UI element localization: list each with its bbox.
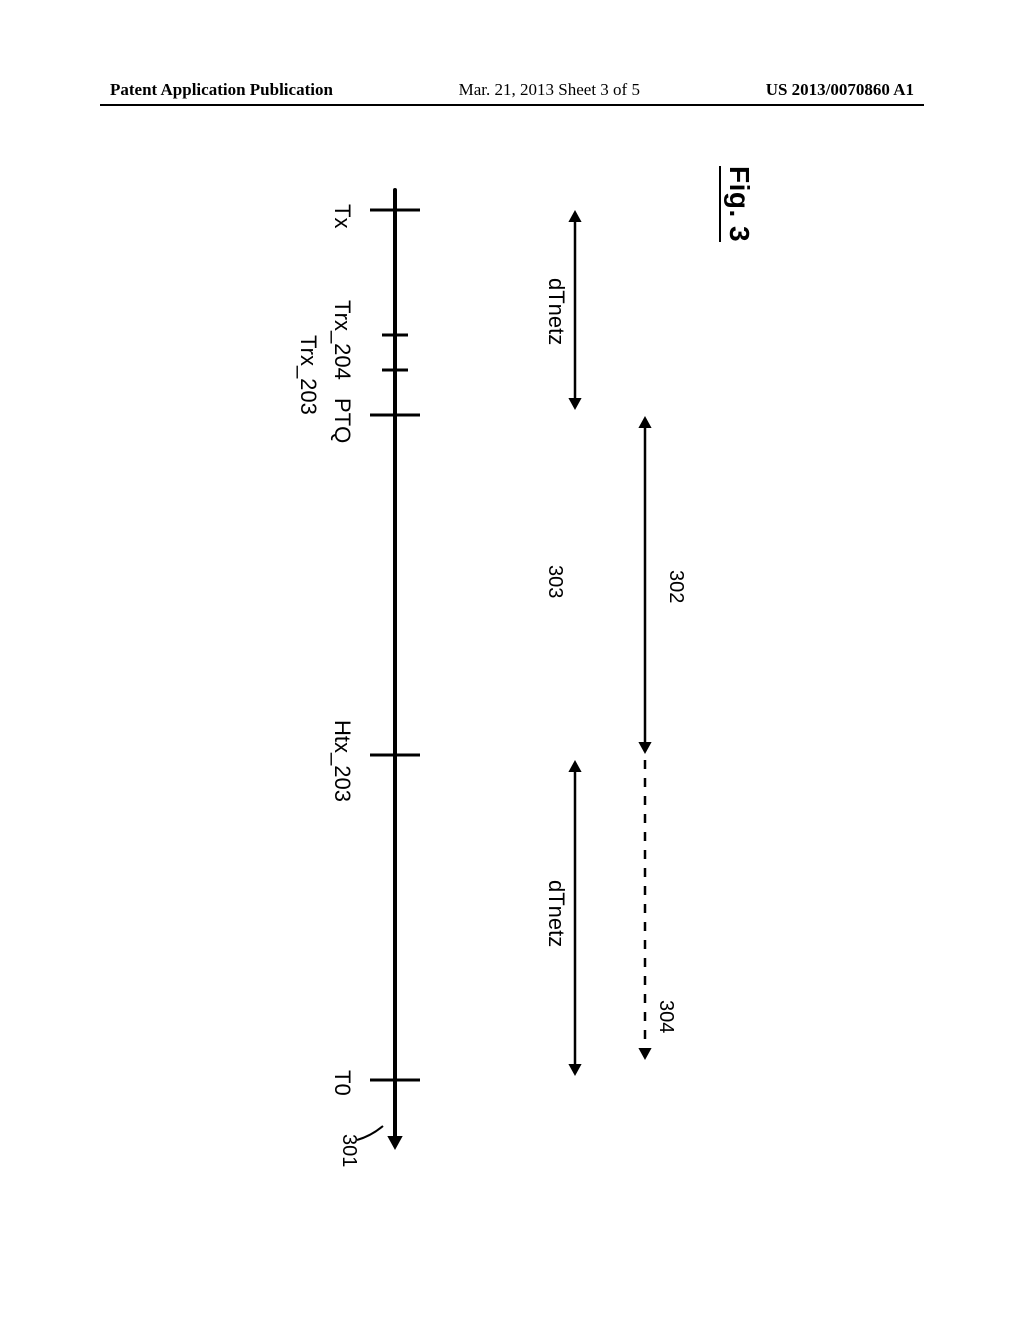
svg-text:Trx_204: Trx_204 xyxy=(330,300,355,380)
header-rule xyxy=(100,104,924,106)
header-right: US 2013/0070860 A1 xyxy=(766,80,914,100)
svg-text:Htx_203: Htx_203 xyxy=(330,720,355,802)
rotated-plane: Fig. 3 TxTrx_204Trx_203PTQHtx_203T0dTnet… xyxy=(155,160,775,1180)
svg-text:302: 302 xyxy=(665,570,687,603)
svg-text:dTnetz: dTnetz xyxy=(544,880,569,947)
svg-text:dTnetz: dTnetz xyxy=(544,278,569,345)
svg-text:Tx: Tx xyxy=(330,204,355,228)
header-left: Patent Application Publication xyxy=(110,80,333,100)
svg-text:304: 304 xyxy=(655,1000,677,1033)
page-header: Patent Application Publication Mar. 21, … xyxy=(0,80,1024,100)
svg-text:301: 301 xyxy=(338,1134,360,1167)
svg-text:Trx_203: Trx_203 xyxy=(296,335,321,415)
timeline-diagram: Tx Trx_204 Trx_203 PTQ Htx_203 T0 dTnetz dTnetz… xyxy=(155,160,775,1180)
svg-text:PTQ: PTQ xyxy=(330,398,355,443)
figure-area: Fig. 3 TxTrx_204Trx_203PTQHtx_203T0dTnet… xyxy=(155,160,775,1180)
header-mid: Mar. 21, 2013 Sheet 3 of 5 xyxy=(459,80,640,100)
svg-text:303: 303 xyxy=(544,565,566,598)
svg-text:T0: T0 xyxy=(330,1070,355,1096)
